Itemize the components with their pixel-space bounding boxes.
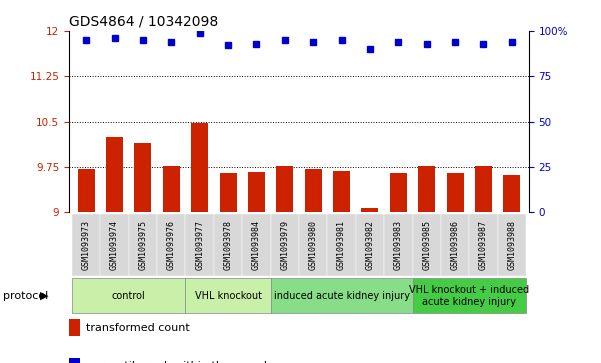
Text: GSM1093983: GSM1093983 [394, 220, 403, 270]
Text: GSM1093978: GSM1093978 [224, 220, 233, 270]
Text: GSM1093981: GSM1093981 [337, 220, 346, 270]
Text: GSM1093982: GSM1093982 [365, 220, 374, 270]
Bar [248, 172, 265, 212]
Text: GSM1093980: GSM1093980 [309, 220, 318, 270]
Bar [504, 175, 520, 212]
Bar [135, 143, 151, 212]
Bar [447, 173, 463, 212]
Bar [186, 214, 214, 276]
Bar [219, 173, 237, 212]
Text: VHL knockout: VHL knockout [195, 291, 261, 301]
Bar [498, 214, 526, 276]
Bar [276, 166, 293, 212]
Text: protocol: protocol [3, 291, 48, 301]
Text: GSM1093986: GSM1093986 [451, 220, 460, 270]
Bar [412, 214, 441, 276]
Bar [186, 278, 270, 313]
Text: GSM1093985: GSM1093985 [423, 220, 431, 270]
Bar [72, 214, 100, 276]
Bar [163, 166, 180, 212]
Text: GSM1093988: GSM1093988 [507, 220, 516, 270]
Text: GSM1093976: GSM1093976 [167, 220, 175, 270]
Text: GSM1093973: GSM1093973 [82, 220, 91, 270]
Text: VHL knockout + induced
acute kidney injury: VHL knockout + induced acute kidney inju… [409, 285, 529, 307]
Bar [475, 166, 492, 212]
Text: control: control [112, 291, 145, 301]
Text: GDS4864 / 10342098: GDS4864 / 10342098 [69, 14, 218, 28]
Text: induced acute kidney injury: induced acute kidney injury [273, 291, 409, 301]
Bar [129, 214, 157, 276]
Bar [299, 214, 328, 276]
Bar [72, 278, 186, 313]
Bar [328, 214, 356, 276]
Text: ▶: ▶ [40, 291, 49, 301]
Bar [270, 214, 299, 276]
Bar [412, 278, 526, 313]
Bar [469, 214, 498, 276]
Bar [106, 137, 123, 212]
Bar [356, 214, 384, 276]
Text: percentile rank within the sample: percentile rank within the sample [86, 361, 274, 363]
Bar [157, 214, 186, 276]
Bar [214, 214, 242, 276]
Bar [384, 214, 412, 276]
Bar [418, 166, 435, 212]
Text: transformed count: transformed count [86, 323, 190, 333]
Bar [333, 171, 350, 212]
Bar [78, 169, 95, 212]
Bar [390, 173, 407, 212]
Text: GSM1093975: GSM1093975 [138, 220, 147, 270]
Text: GSM1093987: GSM1093987 [479, 220, 488, 270]
Text: GSM1093984: GSM1093984 [252, 220, 261, 270]
Bar [361, 208, 379, 212]
Text: GSM1093979: GSM1093979 [280, 220, 289, 270]
Text: GSM1093977: GSM1093977 [195, 220, 204, 270]
Bar [191, 123, 208, 212]
Bar [242, 214, 270, 276]
Bar [270, 278, 412, 313]
Bar [441, 214, 469, 276]
Text: GSM1093974: GSM1093974 [110, 220, 119, 270]
Bar [305, 169, 322, 212]
Bar [100, 214, 129, 276]
